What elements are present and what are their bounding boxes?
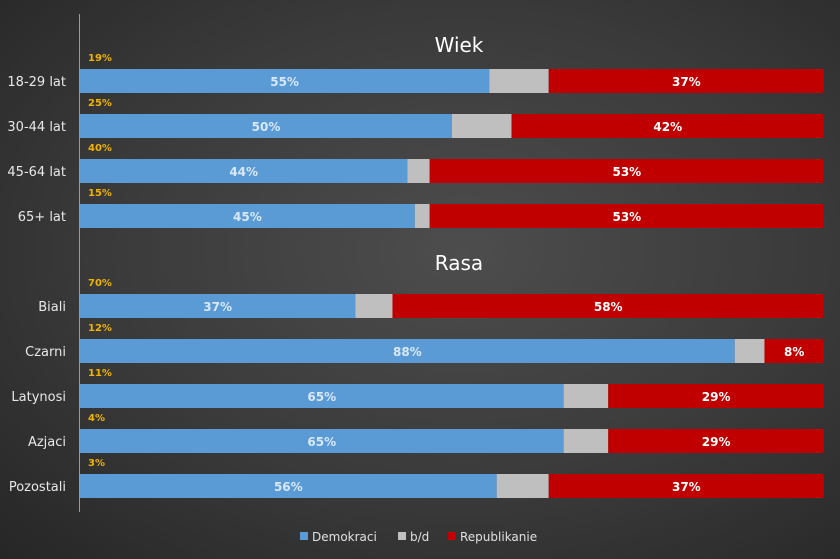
section-title: Wiek (435, 33, 484, 57)
bar-republikanie (548, 474, 824, 498)
legend-label: b/d (410, 530, 429, 544)
bar-bd (734, 339, 765, 363)
category-label: 45-64 lat (7, 165, 66, 180)
bar-bd (407, 159, 430, 183)
data-label: 29% (702, 390, 731, 404)
share-label: 11% (88, 368, 112, 379)
bar-bd (563, 384, 609, 408)
bar-republikanie (548, 69, 824, 93)
category-label: 65+ lat (18, 210, 66, 225)
bar-demokraci (80, 339, 735, 363)
share-label: 3% (88, 458, 105, 469)
data-label: 8% (784, 345, 804, 359)
bar-bd (489, 69, 549, 93)
category-label: 30-44 lat (7, 120, 66, 135)
data-label: 65% (307, 390, 336, 404)
bar-republikanie (608, 429, 824, 453)
data-label: 88% (393, 345, 422, 359)
share-label: 70% (88, 278, 112, 289)
bar-demokraci (80, 474, 497, 498)
legend-swatch (448, 532, 456, 540)
data-label: 53% (612, 210, 641, 224)
data-label: 42% (653, 120, 682, 134)
bar-bd (355, 294, 393, 318)
category-label: Czarni (25, 345, 66, 360)
category-label: Pozostali (9, 480, 66, 495)
data-label: 37% (203, 300, 232, 314)
bar-bd (496, 474, 549, 498)
bar-demokraci (80, 429, 564, 453)
data-label: 45% (233, 210, 262, 224)
bar-republikanie (608, 384, 824, 408)
data-label: 29% (702, 435, 731, 449)
data-label: 58% (594, 300, 623, 314)
legend-swatch (398, 532, 406, 540)
legend-label: Demokraci (312, 530, 377, 544)
data-label: 37% (672, 75, 701, 89)
data-label: 37% (672, 480, 701, 494)
share-label: 40% (88, 143, 112, 154)
data-label: 56% (274, 480, 303, 494)
share-label: 25% (88, 98, 112, 109)
legend-swatch (300, 532, 308, 540)
bar-demokraci (80, 159, 408, 183)
data-label: 55% (270, 75, 299, 89)
bar-republikanie (429, 204, 824, 228)
bar-republikanie (764, 339, 824, 363)
bar-demokraci (80, 294, 356, 318)
bar-bd (563, 429, 609, 453)
share-label: 4% (88, 413, 105, 424)
bar-republikanie (392, 294, 824, 318)
category-label: 18-29 lat (7, 75, 66, 90)
data-label: 44% (229, 165, 258, 179)
legend-label: Republikanie (460, 530, 537, 544)
share-label: 15% (88, 188, 112, 199)
category-label: Azjaci (28, 435, 66, 450)
bar-republikanie (511, 114, 824, 138)
share-label: 19% (88, 53, 112, 64)
section-title: Rasa (435, 251, 483, 275)
category-label: Latynosi (11, 390, 66, 405)
bar-demokraci (80, 384, 564, 408)
bar-demokraci (80, 114, 452, 138)
data-label: 53% (612, 165, 641, 179)
category-label: Biali (38, 300, 66, 315)
bar-demokraci (80, 204, 415, 228)
share-label: 12% (88, 323, 112, 334)
data-label: 50% (252, 120, 281, 134)
bar-republikanie (429, 159, 824, 183)
bar-demokraci (80, 69, 490, 93)
bar-bd (414, 204, 430, 228)
bar-bd (452, 114, 512, 138)
data-label: 65% (307, 435, 336, 449)
